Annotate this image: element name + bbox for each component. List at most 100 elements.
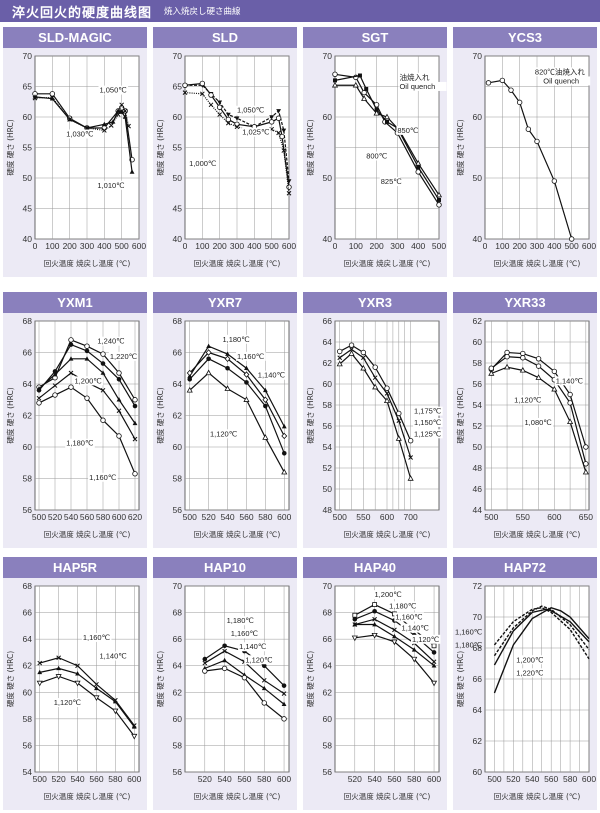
y-tick-label: 60 (23, 442, 33, 452)
chart-panel-ycs3: YCS3 40 50 60 70 0 100 200 300 400 500 600 820℃油焼入れ O… (453, 27, 597, 277)
chart-svg: 60 62 64 66 68 70 72 500 520 540 560 580 600 1,160℃ 1,… (455, 581, 596, 801)
chart-svg: 56 58 60 62 64 66 68 500 520 540 560 580 600 620 1,240… (5, 316, 142, 539)
x-axis-label: 回火温度 焼戻し温度 (℃) (194, 529, 281, 539)
series-1-140 (37, 665, 137, 729)
y-tick-label: 58 (323, 740, 333, 750)
data-point (100, 351, 106, 357)
chart-title: YXM1 (3, 292, 147, 313)
data-point (186, 369, 193, 377)
data-point (132, 436, 138, 442)
data-point (217, 112, 223, 117)
series-annotation: 1,140℃ (556, 376, 584, 385)
x-tick-label: 560 (237, 774, 251, 784)
y-tick-label: 60 (323, 379, 333, 389)
y-tick-label: 70 (323, 51, 333, 61)
data-point (357, 73, 362, 78)
x-tick-label: 650 (579, 512, 593, 522)
series-annotation: 1,120℃ (54, 698, 82, 707)
y-tick-label: 60 (23, 112, 33, 122)
x-axis-label: 回火温度 焼戻し温度 (℃) (494, 258, 581, 268)
chart-title: SGT (303, 27, 447, 48)
data-point (516, 99, 523, 106)
y-tick-label: 56 (173, 505, 183, 515)
data-point (396, 418, 402, 424)
annotation-bg (96, 336, 126, 346)
x-tick-label: 560 (80, 512, 94, 522)
y-tick-label: 40 (473, 234, 483, 244)
data-point (431, 663, 437, 668)
x-tick-label: 600 (277, 512, 291, 522)
series-annotation: 1,200℃ (75, 376, 103, 385)
data-point (372, 616, 377, 622)
annotation-bg (65, 438, 95, 448)
data-point (508, 87, 514, 93)
annotation-bg (394, 612, 424, 622)
x-tick-label: 400 (247, 241, 261, 251)
series-1-080 (488, 363, 589, 475)
chart-panel-yxr33: YXR33 44 46 48 50 52 54 56 58 60 62 500 550 600 650 1,1… (453, 292, 597, 548)
series-annotation: 1,120℃ (210, 429, 238, 438)
series-1-125 (336, 350, 414, 481)
data-point (415, 159, 422, 166)
series-line (493, 606, 590, 660)
chart-panel-yxm1: YXM1 56 58 60 62 64 66 68 500 520 540 560 580 600 620 1… (3, 292, 147, 548)
data-point (348, 350, 355, 356)
x-tick-label: 560 (239, 512, 253, 522)
data-point (37, 669, 43, 675)
annotation-bg (533, 67, 573, 77)
annotation-bg (73, 376, 104, 386)
y-tick-label: 70 (23, 51, 33, 61)
series-annotation: 1,160℃ (89, 473, 117, 482)
data-point (415, 169, 421, 175)
x-tick-label: 100 (495, 241, 509, 251)
series-line (34, 96, 133, 172)
data-point (116, 408, 122, 414)
annotation-bg (188, 158, 218, 168)
page-banner: 淬火回火的硬度曲线图 焼入焼戻し硬さ曲線 (0, 0, 600, 22)
data-point (84, 348, 90, 354)
y-tick-label: 65 (173, 82, 183, 92)
data-point (385, 119, 389, 124)
data-point (567, 418, 574, 424)
data-point (208, 92, 214, 98)
series-1-200 (36, 356, 138, 426)
data-point (224, 385, 231, 391)
y-tick-label: 58 (173, 474, 183, 484)
data-point (84, 125, 90, 131)
y-tick-label: 60 (173, 112, 183, 122)
annotation-bg (96, 180, 126, 190)
series-annotation: 1,025℃ (242, 128, 270, 137)
data-point (36, 400, 42, 406)
series-annotation: 1,180℃ (227, 616, 255, 625)
chart-svg: 40 45 50 55 60 65 70 0 100 200 300 400 500 600 1,050℃ 1… (5, 51, 146, 268)
data-point (243, 371, 250, 378)
data-point (535, 374, 542, 380)
series-annotation: 1,220℃ (516, 668, 544, 677)
x-tick-label: 400 (97, 241, 111, 251)
y-tick-label: 50 (173, 173, 183, 183)
chart-svg: 56 58 60 62 64 66 68 70 520 540 560 580 600 1,200℃ 1,1… (305, 581, 441, 801)
data-point (535, 356, 542, 362)
y-tick-label: 70 (323, 581, 333, 591)
y-axis-label: 硬度 硬さ (HRC) (305, 651, 315, 707)
y-axis-label: 硬度 硬さ (HRC) (5, 387, 15, 443)
y-tick-label: 62 (473, 316, 483, 326)
series-line (39, 675, 135, 737)
data-point (115, 112, 121, 117)
data-point (126, 123, 131, 129)
y-tick-label: 70 (173, 51, 183, 61)
chart-panel-sld: SLD 40 45 50 55 60 65 70 0 100 200 300 400 500 600 1,05… (153, 27, 297, 277)
chart-title: HAP72 (453, 557, 597, 578)
series-annotation: Oil quench (543, 76, 579, 85)
series-1-140 (187, 356, 287, 456)
data-point (243, 396, 250, 402)
x-tick-label: 300 (530, 241, 544, 251)
x-axis-label: 回火温度 焼戻し温度 (℃) (44, 258, 131, 268)
x-tick-label: 540 (525, 774, 539, 784)
data-point (132, 420, 138, 426)
data-point (337, 348, 343, 355)
annotation-bg (238, 642, 268, 652)
annotation-bg (81, 632, 112, 642)
data-point (392, 633, 397, 639)
x-axis-label: 回火温度 焼戻し温度 (℃) (344, 791, 431, 801)
